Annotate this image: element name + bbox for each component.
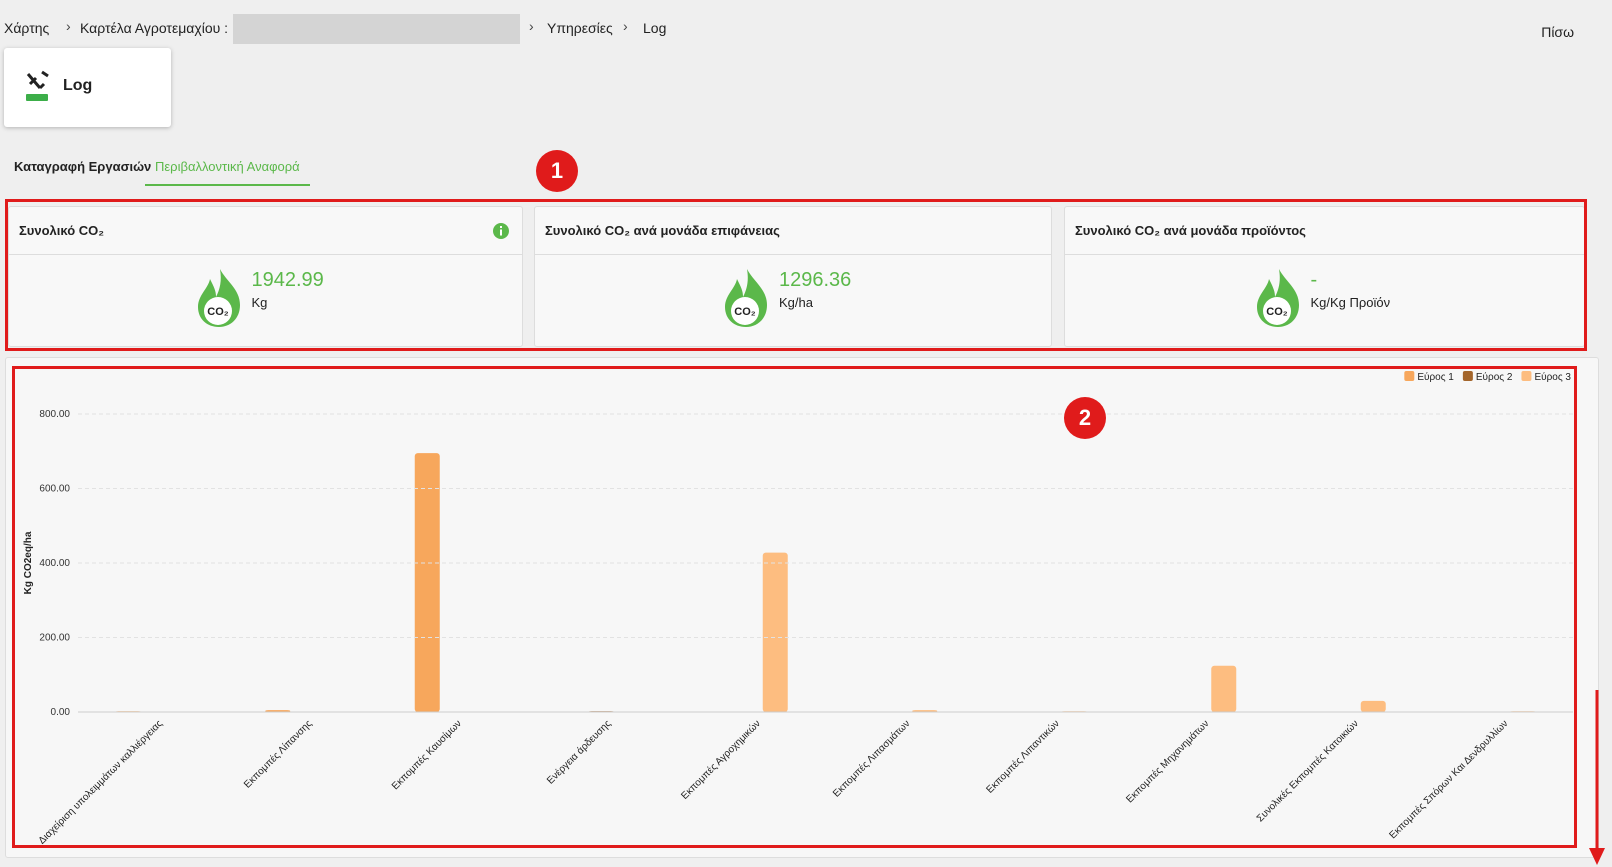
info-icon[interactable]	[492, 222, 510, 240]
tab-underline	[145, 184, 310, 186]
kpi-unit: Kg/ha	[779, 295, 813, 310]
legend-label: Εύρος 3	[1534, 371, 1571, 383]
kpi-value: -	[1310, 269, 1318, 291]
annotation-box	[5, 199, 1587, 351]
redacted	[233, 14, 520, 44]
kpi-value: 1296.36	[779, 269, 852, 291]
legend-swatch	[1404, 371, 1415, 381]
legend-swatch	[1462, 371, 1473, 381]
annotation-box	[12, 366, 1577, 848]
legend-swatch	[1521, 371, 1532, 381]
kpi-card: Συνολικό CO₂ CO₂ 1942.99 Kg	[8, 206, 523, 347]
breadcrumb-item[interactable]: Υπηρεσίες	[547, 20, 613, 36]
kpi-value: 1942.99	[251, 269, 324, 291]
legend-label: Εύρος 2	[1476, 371, 1513, 383]
chart: Διαχείριση υπολειμμάτων καλλιέργειας Εκπο…	[23, 371, 1573, 845]
co2-flame: CO₂	[197, 269, 240, 327]
y-tick-label: 400.00	[39, 558, 70, 569]
legend-label: Εύρος 1	[1417, 371, 1454, 383]
annotation-badge: 2	[1064, 397, 1106, 439]
bar	[1211, 665, 1237, 712]
tab[interactable]: Καταγραφή Εργασιών	[14, 159, 152, 174]
co2-flame: CO₂	[1256, 269, 1299, 327]
header-title: Log	[63, 77, 93, 94]
chart-panel	[5, 357, 1599, 858]
scroll-arrow	[1589, 690, 1605, 865]
breadcrumb-item: Log	[643, 20, 667, 36]
kpi-card: Συνολικό CO₂ ανά μονάδα επιφάνειας CO₂ 1…	[534, 206, 1052, 347]
tool-icon	[26, 70, 49, 101]
kpi-unit: Kg	[251, 295, 268, 310]
y-tick-label: 0.00	[51, 707, 71, 718]
bar	[762, 552, 788, 712]
co2-label: CO₂	[207, 306, 229, 318]
chevron: ›	[529, 18, 534, 34]
bar	[414, 453, 440, 712]
breadcrumb-item[interactable]: Χάρτης	[4, 20, 50, 36]
chevron: ›	[66, 18, 71, 34]
co2-label: CO₂	[734, 306, 756, 318]
kpi-title: Συνολικό CO₂	[9, 207, 522, 255]
kpi-title: Συνολικό CO₂ ανά μονάδα προϊόντος	[1065, 207, 1584, 255]
breadcrumb-item[interactable]: Καρτέλα Αγροτεμαχίου :	[80, 20, 229, 36]
tab-active[interactable]: Περιβαλλοντική Αναφορά	[155, 159, 300, 174]
bar	[1360, 700, 1386, 712]
kpi-card: Συνολικό CO₂ ανά μονάδα προϊόντος CO₂ - K…	[1064, 206, 1585, 347]
y-tick-label: 600.00	[39, 484, 70, 495]
y-tick-label: 200.00	[39, 633, 70, 644]
kpi-title: Συνολικό CO₂ ανά μονάδα επιφάνειας	[535, 207, 1051, 255]
annotation-badge: 1	[536, 150, 578, 192]
co2-flame: CO₂	[725, 269, 767, 327]
co2-label: CO₂	[1266, 306, 1288, 318]
y-axis-title: Kg CO2eq/ha	[23, 531, 34, 594]
kpi-unit: Kg/Kg Προϊόν	[1310, 295, 1391, 310]
chevron: ›	[623, 18, 628, 34]
header-card: Log	[4, 48, 171, 127]
back-button[interactable]: Πίσω	[1541, 24, 1574, 40]
y-tick-label: 800.00	[39, 409, 70, 420]
